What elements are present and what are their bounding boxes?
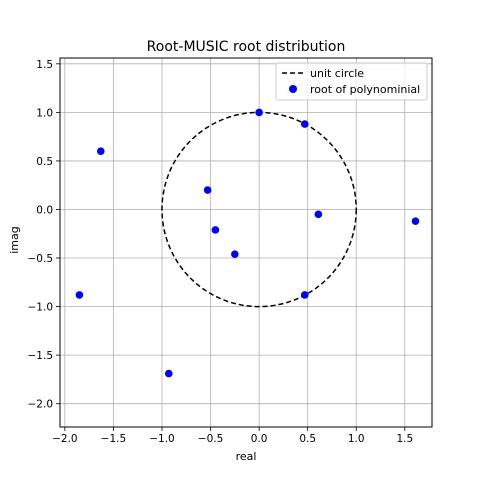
x-tick-label: 0.0 — [251, 433, 268, 445]
y-tick-label: −1.0 — [28, 302, 54, 314]
root-point — [211, 226, 220, 234]
root-point — [314, 210, 323, 219]
root-point — [203, 186, 212, 194]
y-tick-label: 1.0 — [36, 107, 53, 119]
x-tick-label: 1.5 — [396, 433, 413, 445]
x-tick-label: 0.5 — [299, 433, 316, 445]
plot-area — [75, 108, 420, 378]
x-tick-label: −1.0 — [149, 433, 175, 445]
x-tick-label: −0.5 — [198, 433, 224, 445]
root-point — [96, 147, 105, 156]
y-tick-label: 0.0 — [36, 204, 53, 216]
root-point — [300, 120, 309, 128]
y-tick-label: −0.5 — [28, 253, 54, 265]
y-tick-label: 1.5 — [36, 59, 53, 71]
root-point — [411, 217, 420, 225]
legend-label-unit-circle: unit circle — [310, 67, 364, 80]
legend-marker-roots — [289, 85, 297, 93]
root-point — [300, 291, 309, 299]
legend-box — [275, 62, 428, 101]
chart-title: Root-MUSIC root distribution — [147, 39, 346, 55]
root-point — [164, 369, 173, 378]
root-point — [255, 108, 263, 117]
x-tick-label: −2.0 — [52, 433, 78, 445]
plot-frame — [59, 57, 433, 428]
x-tick-label: 1.0 — [348, 433, 365, 445]
root-point — [231, 250, 239, 258]
y-tick-label: 0.5 — [36, 156, 53, 168]
legend-label-roots: root of polynominial — [310, 83, 420, 96]
y-tick-label: −1.5 — [28, 350, 54, 362]
x-tick-label: −1.5 — [101, 433, 127, 445]
y-axis-label: imag — [8, 226, 21, 254]
x-axis-label: real — [236, 450, 257, 463]
y-tick-label: −2.0 — [28, 399, 54, 411]
root-point — [75, 291, 84, 299]
grid — [60, 58, 432, 427]
ticks: −2.0 −1.5 −1.0 −0.5 0.0 0.5 1.0 1.5 1.5 1.0 0.5 0.0… — [28, 59, 414, 445]
legend: unit circle root of polynominial — [275, 62, 428, 101]
